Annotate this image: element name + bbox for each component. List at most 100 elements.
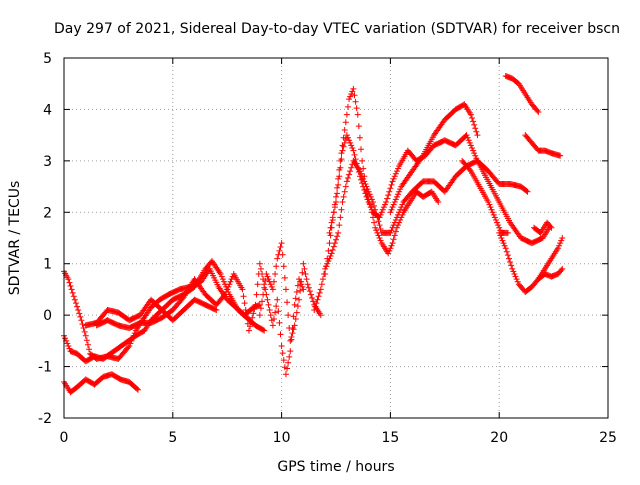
data-point [77, 313, 84, 320]
data-point [285, 359, 292, 366]
data-point [350, 85, 357, 92]
data-series [459, 157, 511, 236]
data-point [387, 185, 394, 192]
chart-title: Day 297 of 2021, Sidereal Day-to-day VTE… [54, 21, 620, 37]
data-point [247, 323, 254, 330]
data-point [397, 206, 404, 213]
data-series [311, 157, 531, 313]
data-point [318, 281, 325, 288]
data-point [547, 223, 554, 230]
data-point [337, 164, 344, 171]
data-point [79, 321, 86, 328]
data-point [369, 214, 376, 221]
data-point [75, 307, 82, 313]
data-point [504, 252, 511, 259]
data-point [379, 206, 386, 213]
data-point [398, 214, 405, 221]
data-point [276, 319, 283, 326]
data-point [292, 316, 299, 322]
data-point [313, 300, 320, 307]
data-point [69, 289, 76, 296]
data-point [354, 111, 361, 118]
data-point [356, 173, 363, 180]
data-point [355, 169, 362, 175]
data-point [390, 201, 397, 208]
data-point [391, 173, 398, 180]
data-point [325, 258, 332, 265]
data-point [365, 199, 372, 205]
data-point [385, 250, 392, 257]
data-point [349, 145, 356, 151]
data-point [62, 335, 69, 342]
data-point [383, 199, 390, 205]
data-point [275, 308, 282, 315]
data-point [398, 204, 405, 211]
data-point [67, 283, 74, 289]
data-point [212, 306, 219, 313]
axes: 0 5 10 15 20 25 -2 -1 0 1 2 3 4 5 [38, 51, 617, 446]
data-point [557, 152, 564, 159]
data-point [257, 265, 264, 272]
data-point [364, 196, 371, 203]
data-point [222, 291, 229, 298]
data-point [239, 286, 246, 293]
data-point [559, 265, 566, 272]
y-tick-label: 3 [43, 154, 52, 170]
data-point [225, 283, 232, 290]
data-point [263, 271, 270, 277]
data-point [228, 276, 235, 283]
data-point [335, 175, 342, 182]
data-point [392, 196, 399, 203]
data-point [331, 204, 338, 211]
data-point [504, 229, 511, 236]
data-point [243, 313, 250, 320]
data-point [266, 307, 273, 313]
data-point [346, 137, 353, 144]
x-tick-label: 0 [60, 430, 69, 446]
data-point [330, 209, 337, 216]
data-point [338, 206, 345, 213]
data-point [469, 115, 475, 121]
data-point [307, 291, 314, 298]
x-tick-label: 15 [381, 430, 399, 446]
data-point [367, 204, 374, 211]
data-point [388, 227, 395, 234]
data-point [374, 229, 381, 236]
data-point [376, 214, 383, 221]
data-point [256, 312, 263, 319]
data-point [240, 293, 247, 300]
data-point [329, 214, 336, 221]
y-axis-label: SDTVAR / TECUs [7, 181, 23, 296]
data-point [269, 322, 276, 329]
data-point [278, 240, 285, 247]
data-point [377, 211, 384, 218]
data-point [348, 91, 355, 97]
data-point [463, 132, 470, 139]
data-point [523, 187, 530, 194]
data-point [267, 312, 274, 319]
data-point [388, 242, 395, 249]
data-point [254, 281, 261, 288]
data-point [391, 199, 398, 205]
data-point [281, 274, 288, 281]
data-point [501, 242, 508, 249]
data-point [494, 219, 501, 226]
data-point [280, 357, 287, 364]
data-point [328, 219, 335, 226]
data-point [435, 199, 442, 205]
y-tick-label: 0 [43, 308, 52, 324]
data-point [304, 281, 311, 288]
data-point [301, 265, 308, 272]
data-point [268, 283, 275, 290]
data-point [363, 193, 370, 200]
data-point [264, 273, 271, 280]
data-point [280, 263, 287, 270]
data-point [273, 303, 280, 310]
x-tick-label: 20 [490, 430, 508, 446]
data-point [226, 281, 233, 288]
data-point [324, 260, 331, 267]
data-point [397, 217, 404, 223]
data-point [556, 242, 563, 249]
data-point [261, 284, 268, 291]
y-tick-label: 4 [43, 102, 52, 118]
